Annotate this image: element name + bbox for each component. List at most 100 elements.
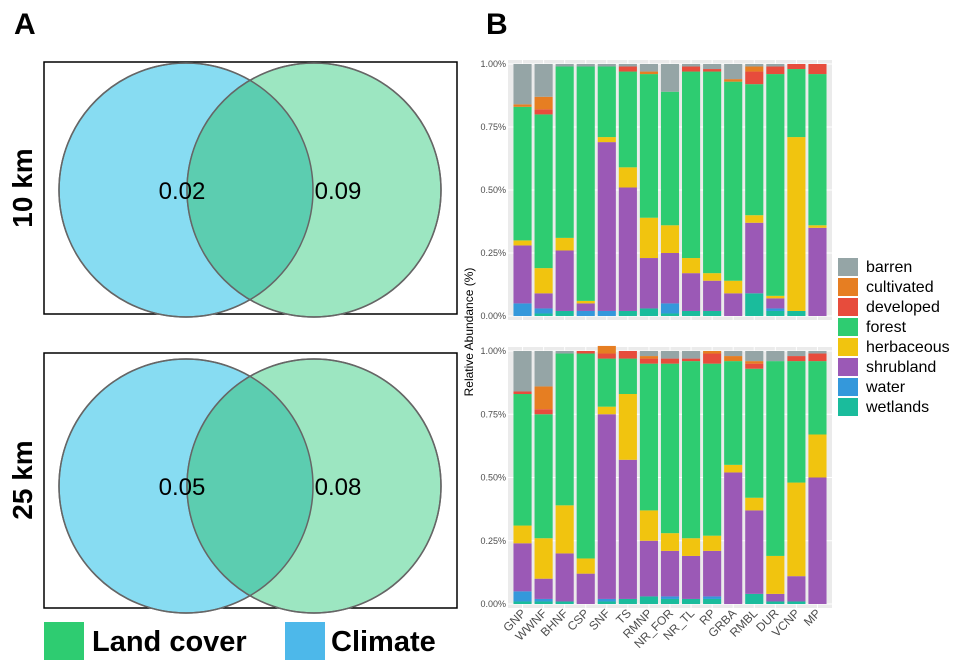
bar-segment-forest (513, 106, 532, 241)
bar-segment-herbaceous (682, 258, 701, 274)
legend-label-water: water (865, 379, 906, 396)
bar-segment-developed (660, 358, 680, 364)
bar-segment-forest (682, 361, 701, 539)
bar-segment-wetlands (534, 601, 553, 604)
bar-segment-herbaceous (766, 555, 785, 594)
bar-segment-herbaceous (639, 510, 658, 541)
legend-swatch-landcover (44, 622, 84, 660)
bar-segment-herbaceous (808, 434, 827, 478)
panel-b-label: B (486, 8, 508, 41)
legend-label-herbaceous: herbaceous (866, 339, 950, 356)
bar-segment-forest (576, 353, 595, 559)
bar-segment-forest (555, 353, 574, 506)
bar-segment-developed (682, 66, 701, 72)
bar-segment-cultivated (534, 96, 553, 110)
bar-segment-herbaceous (534, 538, 553, 579)
bar-segment-wetlands (534, 313, 553, 316)
bar-segment-barren (513, 351, 532, 392)
bar-segment-water (660, 303, 680, 314)
legend-swatch-forest (838, 318, 858, 336)
row-label-10km: 10 km (7, 148, 38, 227)
legend-label-climate: Climate (331, 626, 436, 658)
bar-segment-herbaceous (534, 268, 553, 294)
bar-segment-barren (724, 351, 743, 357)
bar-segment-wetlands (787, 601, 806, 604)
bar-segment-forest (745, 84, 764, 216)
bar-segment-shrubland (682, 273, 701, 311)
bar-segment-shrubland (576, 573, 595, 604)
bar-segment-barren (766, 351, 785, 362)
bar-segment-developed (808, 353, 827, 362)
bar-segment-barren (703, 64, 722, 70)
bar-segment-barren (724, 64, 743, 80)
bar-segment-herbaceous (660, 225, 680, 253)
bar-segment-herbaceous (513, 525, 532, 544)
bar-segment-shrubland (513, 543, 532, 592)
bar-segment-wetlands (555, 601, 574, 604)
bar-segment-wetlands (682, 310, 701, 316)
bar-segment-wetlands (787, 310, 806, 316)
y-tick-label: 0.00% (480, 599, 506, 609)
bar-segment-cultivated (745, 361, 764, 364)
bar-segment-forest (766, 74, 785, 296)
bar-segment-shrubland (808, 477, 827, 604)
bar-segment-forest (576, 66, 595, 301)
bar-segment-forest (766, 361, 785, 556)
bar-segment-barren (808, 351, 827, 354)
bar-segment-wetlands (555, 310, 574, 316)
bar-segment-barren (639, 351, 658, 357)
bar-segment-herbaceous (576, 300, 595, 304)
bar-segment-forest (534, 414, 553, 539)
bar-segment-herbaceous (703, 273, 722, 281)
legend-swatch-cultivated (838, 278, 858, 296)
bar-segment-developed (576, 351, 595, 354)
bar-segment-barren (639, 64, 658, 72)
y-tick-label: 0.50% (480, 185, 506, 195)
bar-segment-shrubland (787, 576, 806, 602)
climate-value-25km: 0.05 (159, 474, 206, 501)
bar-segment-herbaceous (513, 240, 532, 246)
bar-segment-herbaceous (682, 538, 701, 556)
bar-segment-forest (660, 91, 680, 226)
legend-swatch-wetlands (838, 398, 858, 416)
bar-segment-shrubland (597, 414, 616, 599)
bar-segment-cultivated (513, 104, 532, 107)
bar-segment-shrubland (660, 253, 680, 304)
bar-segment-herbaceous (787, 137, 806, 311)
y-tick-label: 1.00% (480, 346, 506, 356)
bar-segment-developed (703, 353, 722, 364)
bar-segment-water (576, 310, 595, 316)
bar-segment-shrubland (597, 142, 616, 311)
bar-segment-shrubland (534, 578, 553, 599)
bar-segment-shrubland (618, 187, 637, 311)
bar-segment-barren (534, 64, 553, 97)
legend-label-developed: developed (866, 299, 940, 316)
bar-segment-forest (808, 74, 827, 226)
legend-label-forest: forest (866, 319, 907, 336)
bar-segment-barren (618, 64, 637, 67)
legend-swatch-developed (838, 298, 858, 316)
y-axis-label: Relative Abundance (%) (462, 268, 476, 397)
bar-segment-herbaceous (745, 215, 764, 223)
bar-segment-wetlands (513, 601, 532, 604)
bar-segment-developed (787, 64, 806, 70)
bar-segment-developed (597, 353, 616, 359)
bar-segment-water (766, 308, 785, 311)
bar-segment-forest (703, 71, 722, 274)
bar-segment-shrubland (660, 550, 680, 597)
bar-segment-shrubland (534, 293, 553, 309)
bar-segment-barren (745, 351, 764, 362)
bar-segment-herbaceous (703, 535, 722, 551)
row-label-25km: 25 km (7, 440, 38, 519)
legend-label-shrubland: shrubland (866, 359, 936, 376)
bar-segment-forest (513, 394, 532, 526)
bar-segment-shrubland (555, 553, 574, 602)
legend-swatch-climate (285, 622, 325, 660)
facet-25km: 0.00% 0.25% 0.50% 0.75% 1.00% (480, 345, 832, 609)
climate-value-10km: 0.02 (159, 178, 206, 205)
bar-segment-developed (513, 391, 532, 395)
bar-segment-herbaceous (745, 497, 764, 511)
bar-segment-herbaceous (766, 295, 785, 299)
bar-segment-forest (682, 71, 701, 259)
